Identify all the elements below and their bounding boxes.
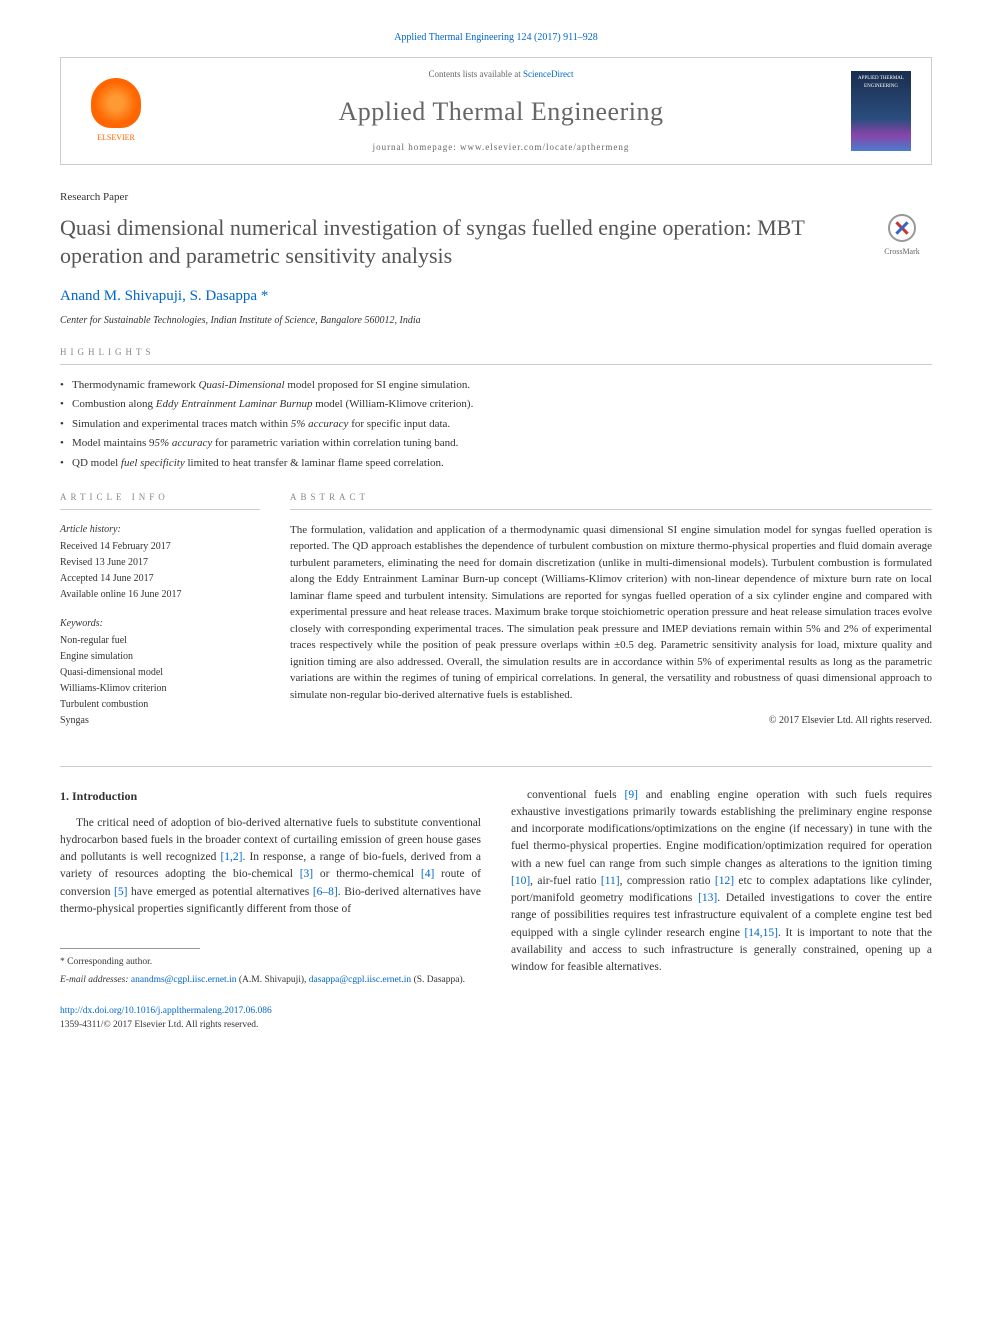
crossmark-label: CrossMark [872,246,932,258]
article-info-column: article info Article history: Received 1… [60,491,260,742]
citation-line[interactable]: Applied Thermal Engineering 124 (2017) 9… [60,30,932,45]
keyword: Engine simulation [60,649,260,664]
intro-heading: 1. Introduction [60,787,481,805]
journal-title: Applied Thermal Engineering [171,92,831,131]
keyword: Non-regular fuel [60,633,260,648]
article-history-block: Article history: Received 14 February 20… [60,522,260,602]
affiliation: Center for Sustainable Technologies, Ind… [60,313,932,328]
abstract-text: The formulation, validation and applicat… [290,522,932,704]
highlights-list: Thermodynamic framework Quasi-Dimensiona… [60,377,932,472]
highlight-item: QD model fuel specificity limited to hea… [60,455,932,472]
highlights-header: highlights [60,346,932,365]
body-columns: 1. Introduction The critical need of ado… [60,787,932,988]
article-info-header: article info [60,491,260,510]
highlight-item: Simulation and experimental traces match… [60,416,932,433]
homepage-url[interactable]: www.elsevier.com/locate/apthermeng [460,142,629,152]
footer-block: * Corresponding author. E-mail addresses… [60,948,481,988]
title-row: Quasi dimensional numerical investigatio… [60,214,932,285]
keywords-block: Keywords: Non-regular fuel Engine simula… [60,616,260,728]
crossmark-icon [888,214,916,242]
received-date: Received 14 February 2017 [60,539,260,554]
body-column-right: conventional fuels [9] and enabling engi… [511,787,932,988]
abstract-column: abstract The formulation, validation and… [290,491,932,742]
contents-prefix: Contents lists available at [429,69,523,79]
intro-paragraph-1: The critical need of adoption of bio-der… [60,815,481,919]
corresponding-author-note: * Corresponding author. [60,955,481,969]
keyword: Quasi-dimensional model [60,665,260,680]
highlight-item: Combustion along Eddy Entrainment Lamina… [60,396,932,413]
email2-name: (S. Dasappa). [414,975,465,985]
issn-copyright: 1359-4311/© 2017 Elsevier Ltd. All right… [60,1020,258,1030]
elsevier-tree-icon [91,78,141,128]
section-divider [60,766,932,767]
paper-type: Research Paper [60,189,932,206]
email1-name: (A.M. Shivapuji), [239,975,307,985]
crossmark-badge[interactable]: CrossMark [872,214,932,258]
doi-link[interactable]: http://dx.doi.org/10.1016/j.applthermale… [60,1006,272,1016]
sciencedirect-link[interactable]: ScienceDirect [523,69,573,79]
accepted-date: Accepted 14 June 2017 [60,571,260,586]
journal-header: ELSEVIER Contents lists available at Sci… [60,57,932,165]
publisher-name: ELSEVIER [97,132,135,144]
abstract-header: abstract [290,491,932,510]
keyword: Williams-Klimov criterion [60,681,260,696]
homepage-line: journal homepage: www.elsevier.com/locat… [171,141,831,155]
footer-rule [60,948,200,949]
abstract-copyright: © 2017 Elsevier Ltd. All rights reserved… [290,713,932,728]
intro-paragraph-2: conventional fuels [9] and enabling engi… [511,787,932,977]
email-label: E-mail addresses: [60,975,129,985]
corresponding-asterisk: * [261,288,269,304]
header-center: Contents lists available at ScienceDirec… [171,68,831,154]
doi-block: http://dx.doi.org/10.1016/j.applthermale… [60,1004,932,1033]
author-names: Anand M. Shivapuji, S. Dasappa [60,288,257,304]
revised-date: Revised 13 June 2017 [60,555,260,570]
info-abstract-row: article info Article history: Received 1… [60,491,932,742]
cover-text: APPLIED THERMAL ENGINEERING [855,75,907,90]
keyword: Syngas [60,713,260,728]
homepage-prefix: journal homepage: [373,142,460,152]
highlight-item: Thermodynamic framework Quasi-Dimensiona… [60,377,932,394]
history-label: Article history: [60,522,260,537]
keywords-label: Keywords: [60,616,260,631]
paper-title: Quasi dimensional numerical investigatio… [60,214,852,271]
authors[interactable]: Anand M. Shivapuji, S. Dasappa * [60,285,932,308]
author-email-2[interactable]: dasappa@cgpl.iisc.ernet.in [309,975,411,985]
highlight-item: Model maintains 95% accuracy for paramet… [60,435,932,452]
email-line: E-mail addresses: anandms@cgpl.iisc.erne… [60,973,481,987]
elsevier-logo[interactable]: ELSEVIER [81,71,151,151]
journal-cover-thumbnail[interactable]: APPLIED THERMAL ENGINEERING [851,71,911,151]
contents-line: Contents lists available at ScienceDirec… [171,68,831,82]
online-date: Available online 16 June 2017 [60,587,260,602]
keyword: Turbulent combustion [60,697,260,712]
author-email-1[interactable]: anandms@cgpl.iisc.ernet.in [131,975,237,985]
body-column-left: 1. Introduction The critical need of ado… [60,787,481,988]
